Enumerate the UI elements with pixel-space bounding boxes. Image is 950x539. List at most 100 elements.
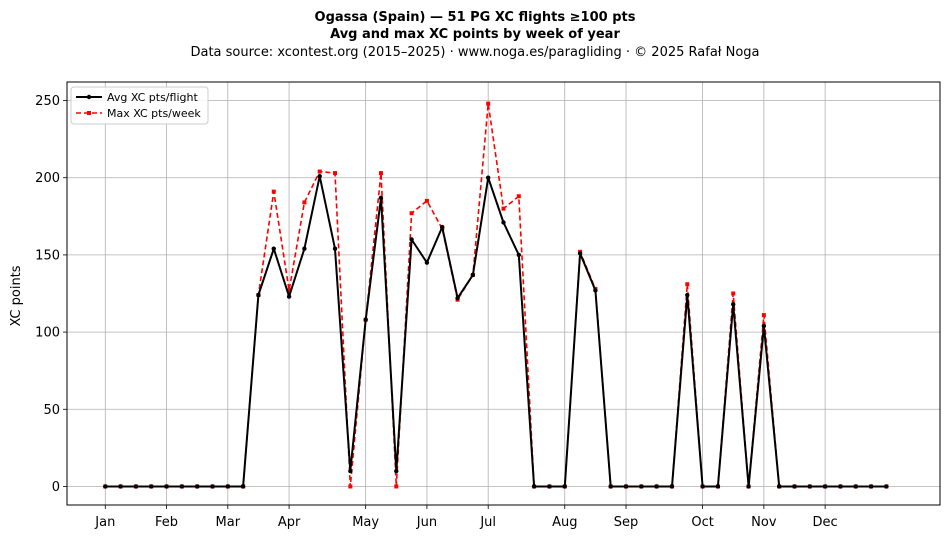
series-layer bbox=[103, 101, 889, 489]
max-data-point bbox=[409, 211, 414, 216]
max-data-point bbox=[287, 288, 292, 293]
avg-data-point bbox=[669, 484, 675, 489]
x-tick-label: Feb bbox=[155, 515, 178, 530]
y-tick-label: 100 bbox=[35, 326, 60, 341]
max-data-point bbox=[348, 484, 353, 489]
max-data-point bbox=[486, 101, 491, 106]
max-data-point bbox=[685, 282, 690, 287]
avg-data-point bbox=[639, 484, 644, 489]
x-tick-label: Oct bbox=[691, 515, 713, 530]
avg-data-point bbox=[302, 246, 307, 251]
x-tick-label: Jul bbox=[479, 515, 496, 530]
avg-data-point bbox=[210, 484, 215, 489]
avg-data-point bbox=[317, 173, 322, 179]
avg-data-point bbox=[103, 484, 108, 489]
avg-data-point bbox=[455, 295, 460, 301]
avg-data-point bbox=[286, 294, 292, 299]
avg-data-point bbox=[761, 323, 767, 329]
x-tick-label: Jan bbox=[94, 515, 115, 530]
avg-data-point bbox=[593, 288, 598, 293]
avg-data-point bbox=[731, 302, 736, 307]
legend-avg-label: Avg XC pts/flight bbox=[107, 91, 198, 104]
avg-data-point bbox=[623, 484, 629, 489]
avg-data-point bbox=[531, 484, 537, 489]
avg-series-line bbox=[105, 175, 887, 488]
y-tick-label: 0 bbox=[52, 480, 60, 495]
avg-data-point bbox=[608, 484, 613, 489]
legend-box bbox=[70, 86, 209, 125]
x-tick-label: Aug bbox=[552, 515, 577, 530]
avg-data-point bbox=[776, 484, 782, 489]
avg-data-point bbox=[378, 195, 384, 200]
max-data-point bbox=[761, 313, 766, 318]
y-axis-label: XC points bbox=[9, 265, 24, 326]
x-tick-label: Sep bbox=[614, 515, 639, 530]
avg-data-point bbox=[118, 484, 123, 489]
avg-data-point bbox=[470, 272, 476, 278]
avg-data-point bbox=[792, 484, 797, 489]
avg-data-point bbox=[149, 484, 154, 489]
avg-data-point bbox=[194, 484, 200, 489]
x-tick-label: Mar bbox=[216, 515, 241, 530]
legend-max-label: Max XC pts/week bbox=[107, 107, 201, 120]
avg-data-point bbox=[409, 237, 414, 242]
max-data-point bbox=[516, 194, 521, 199]
avg-data-point bbox=[501, 220, 506, 225]
avg-data-point bbox=[838, 484, 843, 489]
avg-data-point bbox=[179, 484, 185, 489]
avg-data-point bbox=[853, 484, 858, 489]
avg-data-point bbox=[746, 484, 751, 489]
legend: Avg XC pts/flight Max XC pts/week bbox=[70, 86, 209, 125]
avg-data-point bbox=[868, 484, 874, 489]
avg-data-point bbox=[240, 484, 246, 489]
avg-data-point bbox=[884, 484, 889, 489]
y-tick-label: 150 bbox=[35, 248, 60, 263]
x-tick-label: Apr bbox=[278, 515, 301, 530]
avg-data-point bbox=[700, 484, 705, 489]
avg-data-point bbox=[562, 484, 567, 489]
avg-data-point bbox=[440, 224, 445, 230]
legend-avg-marker bbox=[86, 94, 92, 100]
avg-data-point bbox=[133, 484, 139, 489]
avg-data-point bbox=[256, 292, 261, 298]
avg-data-point bbox=[516, 252, 522, 258]
max-data-point bbox=[731, 291, 736, 296]
avg-data-point bbox=[225, 484, 231, 489]
y-tick-label: 250 bbox=[35, 94, 60, 109]
avg-data-point bbox=[394, 468, 399, 474]
avg-data-point bbox=[485, 175, 491, 180]
avg-data-point bbox=[271, 246, 276, 251]
max-data-point bbox=[424, 198, 429, 203]
chart-subtitle: Data source: xcontest.org (2015–2025) · … bbox=[190, 45, 759, 60]
avg-data-point bbox=[807, 484, 813, 489]
legend-max-marker bbox=[87, 111, 91, 115]
x-tick-label: Dec bbox=[813, 515, 838, 530]
plot-frame bbox=[66, 81, 941, 506]
max-data-point bbox=[302, 200, 307, 205]
avg-data-point bbox=[424, 260, 430, 265]
avg-data-point bbox=[822, 484, 828, 489]
chart-title-line2: Avg and max XC points by week of year bbox=[330, 27, 620, 42]
avg-data-point bbox=[654, 484, 659, 489]
chart-title-line1: Ogassa (Spain) — 51 PG XC flights ≥100 p… bbox=[315, 10, 636, 25]
max-series-line bbox=[105, 102, 887, 488]
max-data-point bbox=[271, 189, 276, 194]
avg-data-point bbox=[547, 484, 552, 489]
max-data-point bbox=[378, 171, 383, 176]
grid bbox=[67, 82, 940, 505]
y-tick-label: 200 bbox=[35, 171, 60, 186]
x-tick-label: Jun bbox=[416, 515, 437, 530]
x-tick-label: Nov bbox=[751, 515, 777, 530]
x-tick-label: May bbox=[352, 515, 379, 530]
max-data-point bbox=[394, 484, 399, 489]
max-data-point bbox=[501, 206, 506, 211]
axes: 0 50 100 150 200 250 Jan Feb Mar Apr May Jun Jul Aug S… bbox=[35, 94, 838, 530]
max-data-point bbox=[317, 169, 322, 174]
avg-data-point bbox=[577, 251, 583, 256]
avg-data-point bbox=[715, 484, 721, 489]
avg-data-point bbox=[332, 246, 338, 251]
avg-data-point bbox=[348, 468, 353, 474]
avg-data-point bbox=[164, 484, 169, 489]
max-data-point bbox=[333, 171, 338, 176]
